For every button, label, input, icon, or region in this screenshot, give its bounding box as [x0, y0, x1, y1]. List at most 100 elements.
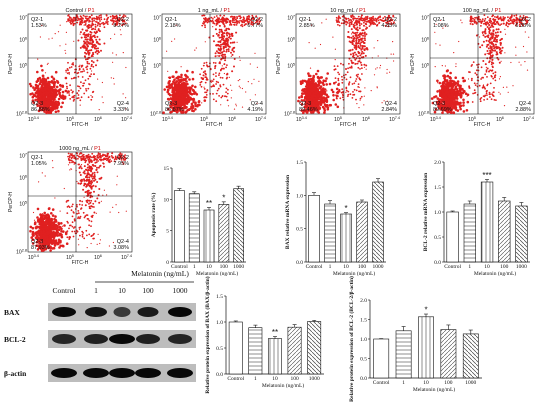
flow-dot	[227, 39, 230, 41]
flow-dot	[373, 47, 375, 49]
flow-dot	[224, 59, 227, 62]
flow-dot	[490, 75, 493, 77]
flow-dot	[59, 24, 61, 26]
flow-dot	[220, 36, 223, 39]
flow-dot	[363, 95, 365, 97]
flow-dot	[236, 20, 239, 23]
flow-dot	[98, 109, 100, 111]
flow-dot	[45, 108, 48, 111]
flow-dot	[204, 96, 206, 98]
flow-dot	[83, 55, 86, 58]
flow-dot	[322, 81, 325, 83]
flow-dot	[218, 24, 221, 27]
flow-dot	[364, 18, 367, 21]
flow-dot	[524, 61, 526, 63]
flow-dot	[360, 32, 363, 35]
flow-dot	[217, 34, 220, 36]
flow-dot	[67, 20, 69, 22]
flow-dot	[72, 24, 75, 27]
flow-dot	[241, 21, 244, 24]
flow-dot	[215, 80, 218, 83]
flow-title-text: 1 ng_mL	[198, 8, 219, 14]
flow-dot	[95, 45, 97, 48]
flow-dot	[52, 96, 55, 99]
flow-dot	[484, 73, 487, 76]
flow-dot	[443, 97, 447, 100]
flow-dot	[249, 63, 251, 65]
flow-dot	[116, 16, 119, 18]
flow-dot	[214, 28, 217, 31]
flow-dot	[334, 77, 337, 79]
flow-dot	[317, 80, 320, 82]
flow-dot	[96, 181, 99, 183]
flow-dot	[370, 90, 372, 92]
flow-dot	[376, 24, 378, 27]
flow-dot	[67, 199, 70, 202]
flow-dot	[471, 77, 473, 80]
flow-dot	[76, 21, 79, 24]
flow-dot	[77, 97, 80, 99]
flow-dot	[335, 81, 337, 84]
flow-dot	[101, 96, 103, 98]
flow-dot	[356, 23, 358, 25]
flow-dot	[358, 107, 360, 109]
flow-dot	[72, 62, 74, 64]
flow-dot	[503, 105, 506, 107]
flow-dot	[223, 14, 226, 17]
flow-dot	[337, 92, 339, 95]
flow-dot	[355, 46, 358, 49]
flow-dot	[51, 208, 55, 211]
quadrant-name-q2: Q2-2	[117, 17, 129, 23]
flow-dot	[47, 207, 51, 211]
flow-dot	[96, 21, 98, 23]
flow-y-tick-label: 107	[287, 15, 295, 22]
flow-dot	[365, 68, 367, 70]
flow-dot	[182, 95, 186, 98]
flow-dot	[494, 43, 497, 46]
flow-dot	[384, 15, 386, 18]
flow-dot	[48, 239, 52, 242]
flow-dot	[335, 97, 338, 99]
flow-dot	[79, 215, 82, 218]
flow-dot	[79, 87, 82, 90]
flow-dot	[507, 25, 509, 28]
flow-dot	[248, 18, 251, 21]
flow-dot	[88, 83, 91, 86]
flow-x-tick-label: 107.4	[121, 116, 132, 123]
flow-dot	[460, 19, 462, 21]
flow-dot	[356, 36, 359, 39]
flow-dot	[231, 41, 234, 44]
flow-dot	[206, 89, 209, 92]
flow-dot	[381, 19, 383, 22]
flow-dot	[79, 31, 82, 34]
flow-dot	[490, 45, 492, 48]
quadrant-value-q3: 86.88%	[31, 107, 50, 113]
flow-dot	[194, 108, 197, 111]
flow-panel-title: 1000 ng_mL / P1	[59, 146, 101, 152]
flow-dot	[68, 17, 71, 19]
flow-dot	[245, 23, 248, 25]
flow-dot	[203, 86, 205, 88]
flow-dot	[95, 64, 97, 67]
flow-dot	[240, 19, 242, 22]
flow-dot	[504, 52, 506, 54]
flow-dot	[67, 159, 70, 161]
flow-dot	[57, 109, 60, 113]
flow-dot	[200, 80, 203, 83]
flow-dot	[489, 51, 492, 54]
flow-dot	[302, 111, 305, 115]
flow-dot	[94, 200, 97, 203]
flow-dot	[83, 182, 86, 185]
flow-dot	[187, 94, 190, 97]
flow-dot	[176, 77, 180, 80]
flow-dot	[218, 55, 221, 57]
flow-dot	[500, 18, 503, 21]
flow-dot	[68, 94, 71, 96]
flow-dot	[213, 40, 215, 43]
flow-dot	[225, 66, 228, 69]
flow-dot	[195, 47, 197, 49]
flow-dot	[192, 106, 194, 108]
flow-dot	[93, 31, 96, 34]
flow-dot	[213, 22, 216, 25]
flow-dot	[239, 59, 241, 62]
